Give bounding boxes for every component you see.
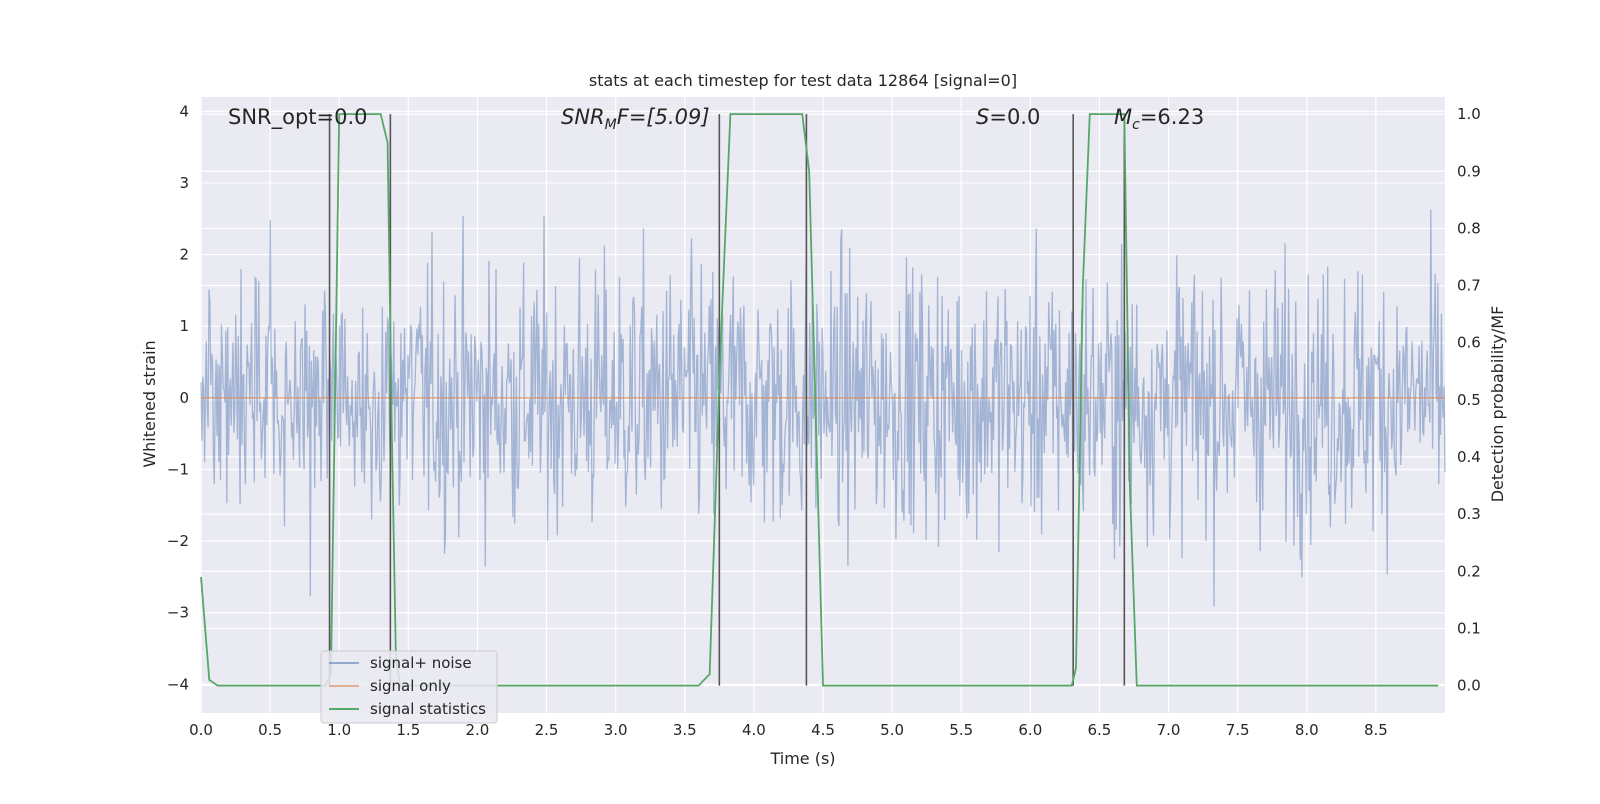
x-tick-label: 3.5 [673, 721, 697, 739]
x-tick-label: 0.5 [258, 721, 282, 739]
x-tick-label: 7.0 [1157, 721, 1181, 739]
y-tick-label: 0 [179, 389, 189, 407]
annotation-snr-opt: SNR_opt=0.0 [228, 105, 368, 130]
vertical-markers [328, 114, 1126, 686]
x-axis-ticks: 0.0 0.5 1.0 1.5 2.0 2.5 3.0 3.5 4.0 4.5 5.0 5.5 6.0 6… [189, 721, 1388, 739]
y-axis-label: Whitened strain [140, 340, 159, 467]
series-signal-plus-noise [200, 209, 1446, 607]
noise-line [200, 209, 1446, 607]
annotation-mc: Mc=6.23 [1114, 105, 1204, 133]
annotation-snr-mf-tail: F=[5.09] [617, 105, 710, 129]
y2-tick-label: 0.7 [1457, 277, 1481, 295]
y2-tick-label: 0.2 [1457, 562, 1481, 580]
y-tick-label: 2 [179, 246, 189, 264]
x-tick-label: 7.5 [1226, 721, 1250, 739]
y-axis-left-ticks: −4 −3 −2 −1 0 1 2 3 4 [167, 102, 189, 693]
y2-tick-label: 0.4 [1457, 448, 1481, 466]
y-tick-label: −4 [167, 675, 189, 693]
legend-label-stats: signal statistics [370, 700, 486, 718]
series-signal-statistics [200, 113, 1439, 687]
x-tick-label: 8.5 [1364, 721, 1388, 739]
y2-tick-label: 0.8 [1457, 219, 1481, 237]
x-tick-label: 5.5 [949, 721, 973, 739]
y-tick-label: −2 [167, 532, 189, 550]
y-tick-label: 4 [179, 102, 189, 120]
annotation-mc-main: M [1114, 105, 1132, 129]
annotation-mc-sub: c [1132, 117, 1140, 133]
y-tick-label: −3 [167, 604, 189, 622]
x-tick-label: 6.5 [1088, 721, 1112, 739]
annotation-snr-mf-main: SNR [561, 105, 605, 129]
y-tick-label: 1 [179, 317, 189, 335]
y-axis-right-ticks: 0.0 0.1 0.2 0.3 0.4 0.5 0.6 0.7 0.8 0.9 1.0 [1457, 105, 1481, 694]
legend-label-signal: signal only [370, 677, 451, 695]
y2-tick-label: 0.0 [1457, 677, 1481, 695]
signal-statistics-line [200, 113, 1439, 687]
legend-box [320, 650, 498, 724]
grid-lines [200, 97, 1445, 713]
x-tick-label: 0.0 [189, 721, 213, 739]
chart-title: stats at each timestep for test data 128… [589, 71, 1017, 90]
y2-tick-label: 0.3 [1457, 505, 1481, 523]
x-tick-label: 5.0 [880, 721, 904, 739]
y2-tick-label: 0.5 [1457, 391, 1481, 409]
x-tick-label: 3.0 [604, 721, 628, 739]
y2-axis-label: Detection probability/MF [1488, 306, 1507, 503]
annotation-s-tail: =0.0 [989, 105, 1040, 129]
y2-tick-label: 0.9 [1457, 162, 1481, 180]
x-tick-label: 1.5 [396, 721, 420, 739]
y-tick-label: 3 [179, 174, 189, 192]
annotation-s: S=0.0 [976, 105, 1040, 129]
x-tick-label: 2.0 [466, 721, 490, 739]
annotation-s-main: S [976, 105, 989, 129]
annotation-snr-mf-sub: M [605, 117, 617, 133]
y2-tick-label: 0.6 [1457, 334, 1481, 352]
legend-label-noise: signal+ noise [370, 654, 472, 672]
x-tick-label: 1.0 [327, 721, 351, 739]
annotation-mc-tail: =6.23 [1140, 105, 1204, 129]
y-tick-label: −1 [167, 460, 189, 478]
x-tick-label: 8.0 [1295, 721, 1319, 739]
legend: signal+ noise signal only signal statist… [320, 650, 498, 724]
x-tick-label: 4.0 [742, 721, 766, 739]
x-tick-label: 6.0 [1018, 721, 1042, 739]
y2-tick-label: 1.0 [1457, 105, 1481, 123]
y2-tick-label: 0.1 [1457, 619, 1481, 637]
x-tick-label: 4.5 [811, 721, 835, 739]
x-axis-label: Time (s) [769, 749, 835, 768]
x-tick-label: 2.5 [535, 721, 559, 739]
annotation-snr-mf: SNRMF=[5.09] [561, 105, 710, 133]
